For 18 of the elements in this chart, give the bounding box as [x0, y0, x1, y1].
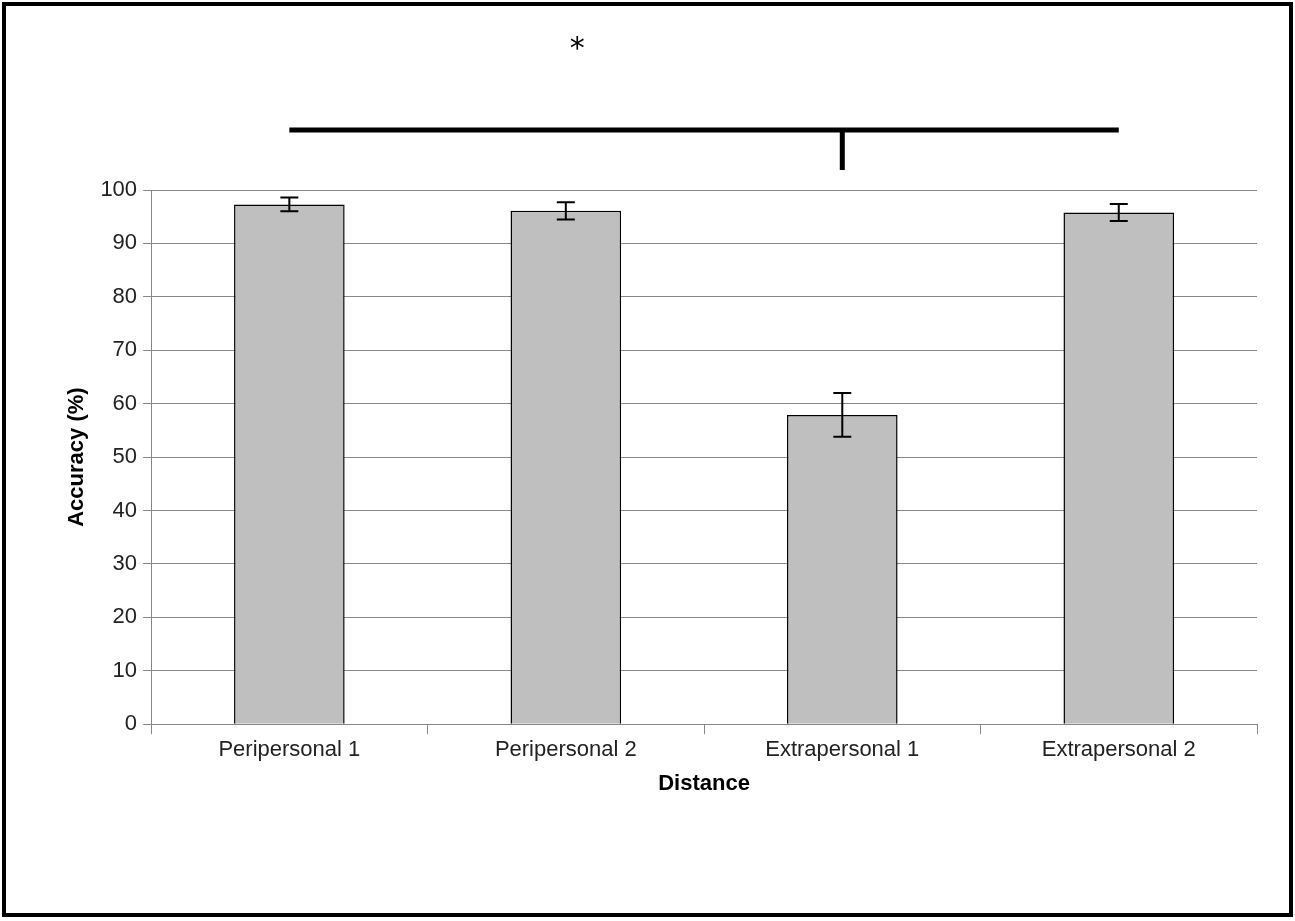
y-tick-label: 10: [112, 656, 138, 682]
y-tick-label: 70: [112, 336, 138, 362]
x-tick-label: Extrapersonal 2: [1041, 736, 1196, 762]
y-tick-label: 80: [112, 282, 138, 308]
y-tick-label: 90: [112, 229, 138, 255]
y-tick-label: 20: [112, 603, 138, 629]
x-tick-label: Peripersonal 2: [494, 736, 637, 762]
y-tick-label: 60: [112, 389, 138, 415]
y-tick-label: 50: [112, 443, 138, 469]
x-axis-title: Distance: [658, 769, 750, 795]
y-tick-label: 40: [112, 496, 138, 522]
y-axis-title: Accuracy (%): [63, 387, 89, 527]
x-tick-label: Extrapersonal 1: [765, 736, 920, 762]
text: *: [569, 30, 585, 65]
y-tick-label: 30: [112, 550, 138, 575]
y-tick-label: 0: [124, 710, 138, 736]
y-tick-label: 100: [100, 176, 138, 202]
x-tick-label: Peripersonal 1: [218, 736, 361, 762]
